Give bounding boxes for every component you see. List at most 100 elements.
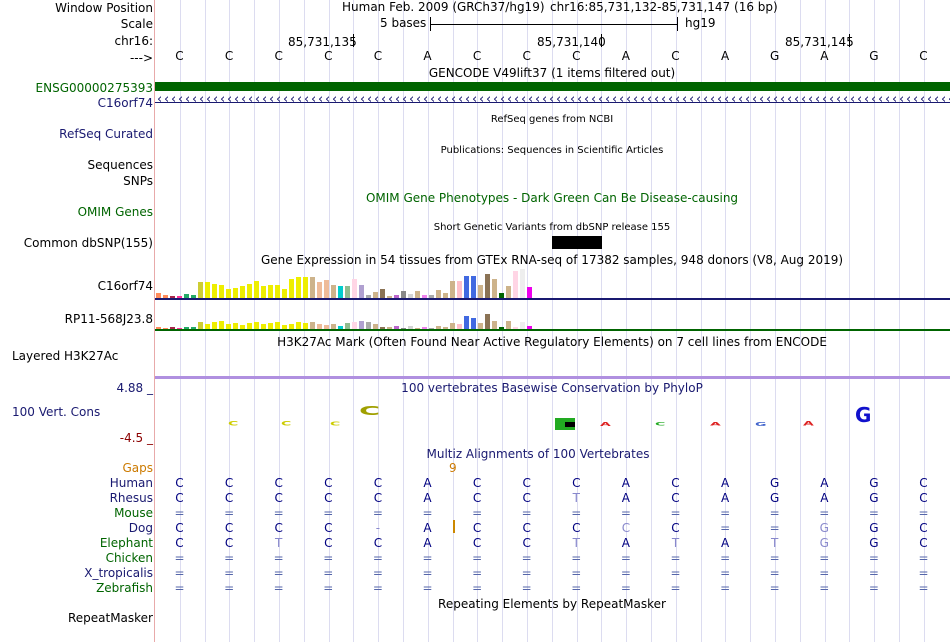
phylop-track-title[interactable]: 100 vertebrates Basewise Conservation by… bbox=[401, 381, 703, 395]
gtex-bar[interactable] bbox=[226, 289, 231, 299]
c16orf74-gene-line[interactable]: ‹ ‹ ‹ ‹ ‹ ‹ ‹ ‹ ‹ ‹ ‹ ‹ ‹ ‹ ‹ ‹ ‹ ‹ ‹ ‹ ‹ ‹ ‹ ‹ ‹ ‹ ‹ ‹ ‹ ‹ ‹ ‹ ‹ ‹ ‹ ‹ ‹ ‹ ‹ ‹… bbox=[155, 96, 950, 110]
gtex-bar[interactable] bbox=[275, 285, 280, 299]
gtex-bar[interactable] bbox=[219, 321, 224, 330]
gtex-bar[interactable] bbox=[492, 279, 497, 299]
h3k27ac-track-title[interactable]: H3K27Ac Mark (Often Found Near Active Re… bbox=[277, 335, 827, 349]
gtex-bar[interactable] bbox=[226, 324, 231, 330]
gtex-c16orf74-bars[interactable] bbox=[155, 268, 535, 299]
refseq-label[interactable]: RefSeq Curated bbox=[59, 127, 153, 141]
gaps-label[interactable]: Gaps bbox=[122, 461, 153, 475]
gtex-bar[interactable] bbox=[527, 287, 532, 299]
gtex-bar[interactable] bbox=[331, 285, 336, 299]
gtex-bar[interactable] bbox=[282, 289, 287, 299]
gtex-gene1-label[interactable]: C16orf74 bbox=[97, 279, 153, 293]
gtex-bar[interactable] bbox=[324, 280, 329, 299]
gtex-bar[interactable] bbox=[310, 277, 315, 299]
species-label[interactable]: X_tropicalis bbox=[84, 566, 153, 580]
gtex-bar[interactable] bbox=[359, 285, 364, 299]
gtex-bar[interactable] bbox=[527, 326, 532, 330]
gtex-bar[interactable] bbox=[289, 279, 294, 299]
gtex-bar[interactable] bbox=[408, 294, 413, 299]
gtex-bar[interactable] bbox=[450, 281, 455, 299]
gtex-bar[interactable] bbox=[422, 295, 427, 299]
gtex-bar[interactable] bbox=[338, 326, 343, 330]
gtex-bar[interactable] bbox=[296, 277, 301, 299]
gtex-bar[interactable] bbox=[198, 322, 203, 330]
gtex-bar[interactable] bbox=[198, 282, 203, 299]
omim-label[interactable]: OMIM Genes bbox=[77, 205, 153, 219]
gtex-bar[interactable] bbox=[373, 324, 378, 330]
omim-track-title[interactable]: OMIM Gene Phenotypes - Dark Green Can Be… bbox=[365, 191, 739, 205]
gtex-bar[interactable] bbox=[408, 326, 413, 330]
gtex-bar[interactable] bbox=[457, 324, 462, 330]
gtex-bar[interactable] bbox=[373, 292, 378, 299]
gtex-bar[interactable] bbox=[394, 295, 399, 299]
species-label[interactable]: Chicken bbox=[105, 551, 153, 565]
gtex-bar[interactable] bbox=[205, 282, 210, 299]
gtex-bar[interactable] bbox=[457, 281, 462, 299]
gtex-bar[interactable] bbox=[513, 271, 518, 299]
gtex-bar[interactable] bbox=[345, 323, 350, 330]
gtex-bar[interactable] bbox=[436, 290, 441, 299]
gtex-bar[interactable] bbox=[261, 324, 266, 330]
gtex-bar[interactable] bbox=[156, 293, 161, 299]
gtex-bar[interactable] bbox=[471, 318, 476, 330]
gtex-bar[interactable] bbox=[387, 296, 392, 299]
gtex-bar[interactable] bbox=[443, 293, 448, 299]
gtex-bar[interactable] bbox=[324, 325, 329, 330]
dbsnp-variant-box[interactable] bbox=[552, 236, 602, 249]
multiz-track-title[interactable]: Multiz Alignments of 100 Vertebrates bbox=[426, 447, 650, 461]
species-label[interactable]: Elephant bbox=[99, 536, 153, 550]
gtex-bar[interactable] bbox=[268, 285, 273, 299]
gtex-bar[interactable] bbox=[359, 321, 364, 330]
gtex-bar[interactable] bbox=[499, 327, 504, 330]
gtex-bar[interactable] bbox=[436, 326, 441, 330]
gtex-bar[interactable] bbox=[205, 324, 210, 330]
gtex-bar[interactable] bbox=[338, 286, 343, 299]
gtex-bar[interactable] bbox=[366, 295, 371, 299]
gtex-bar[interactable] bbox=[450, 323, 455, 330]
gtex-bar[interactable] bbox=[170, 327, 175, 330]
gencode-track-title[interactable]: GENCODE V49lift37 (1 items filtered out) bbox=[428, 66, 676, 80]
species-label[interactable]: Zebrafish bbox=[96, 581, 153, 595]
gtex-bar[interactable] bbox=[219, 285, 224, 299]
gtex-bar[interactable] bbox=[394, 326, 399, 330]
gtex-bar[interactable] bbox=[303, 277, 308, 299]
gtex-bar[interactable] bbox=[485, 274, 490, 299]
gtex-bar[interactable] bbox=[303, 323, 308, 330]
gtex-bar[interactable] bbox=[464, 316, 469, 330]
gtex-bar[interactable] bbox=[366, 322, 371, 330]
gtex-bar[interactable] bbox=[184, 327, 189, 330]
repeatmasker-track-title[interactable]: Repeating Elements by RepeatMasker bbox=[438, 597, 666, 611]
gtex-bar[interactable] bbox=[422, 327, 427, 330]
gtex-bar[interactable] bbox=[352, 322, 357, 330]
snps-label[interactable]: SNPs bbox=[123, 174, 153, 188]
phylop-logo[interactable]: C C C C A C A G A G bbox=[155, 404, 950, 444]
gtex-bar[interactable] bbox=[429, 295, 434, 299]
gtex-track-title[interactable]: Gene Expression in 54 tissues from GTEx … bbox=[260, 253, 844, 267]
gtex-bar[interactable] bbox=[506, 321, 511, 330]
gtex-bar[interactable] bbox=[254, 281, 259, 299]
gtex-bar[interactable] bbox=[513, 327, 518, 330]
gtex-bar[interactable] bbox=[387, 327, 392, 330]
species-label[interactable]: Human bbox=[109, 476, 153, 490]
gtex-bar[interactable] bbox=[380, 289, 385, 299]
gencode-item-label[interactable]: ENSG00000275393 bbox=[35, 81, 153, 95]
gtex-bar[interactable] bbox=[240, 286, 245, 299]
species-label[interactable]: Mouse bbox=[114, 506, 153, 520]
gtex-bar[interactable] bbox=[310, 322, 315, 330]
gtex-bar[interactable] bbox=[177, 296, 182, 299]
species-label[interactable]: Rhesus bbox=[109, 491, 153, 505]
gtex-bar[interactable] bbox=[520, 322, 525, 330]
phylop-label[interactable]: 100 Vert. Cons bbox=[12, 405, 101, 419]
gtex-bar[interactable] bbox=[254, 322, 259, 330]
gtex-bar[interactable] bbox=[268, 323, 273, 330]
dbsnp-track-title[interactable]: Short Genetic Variants from dbSNP releas… bbox=[433, 222, 671, 233]
gtex-bar[interactable] bbox=[415, 291, 420, 299]
gtex-bar[interactable] bbox=[170, 296, 175, 299]
gtex-bar[interactable] bbox=[233, 288, 238, 299]
gtex-bar[interactable] bbox=[163, 295, 168, 299]
gtex-bar[interactable] bbox=[212, 322, 217, 330]
gtex-bar[interactable] bbox=[212, 284, 217, 299]
gtex-bar[interactable] bbox=[317, 282, 322, 299]
